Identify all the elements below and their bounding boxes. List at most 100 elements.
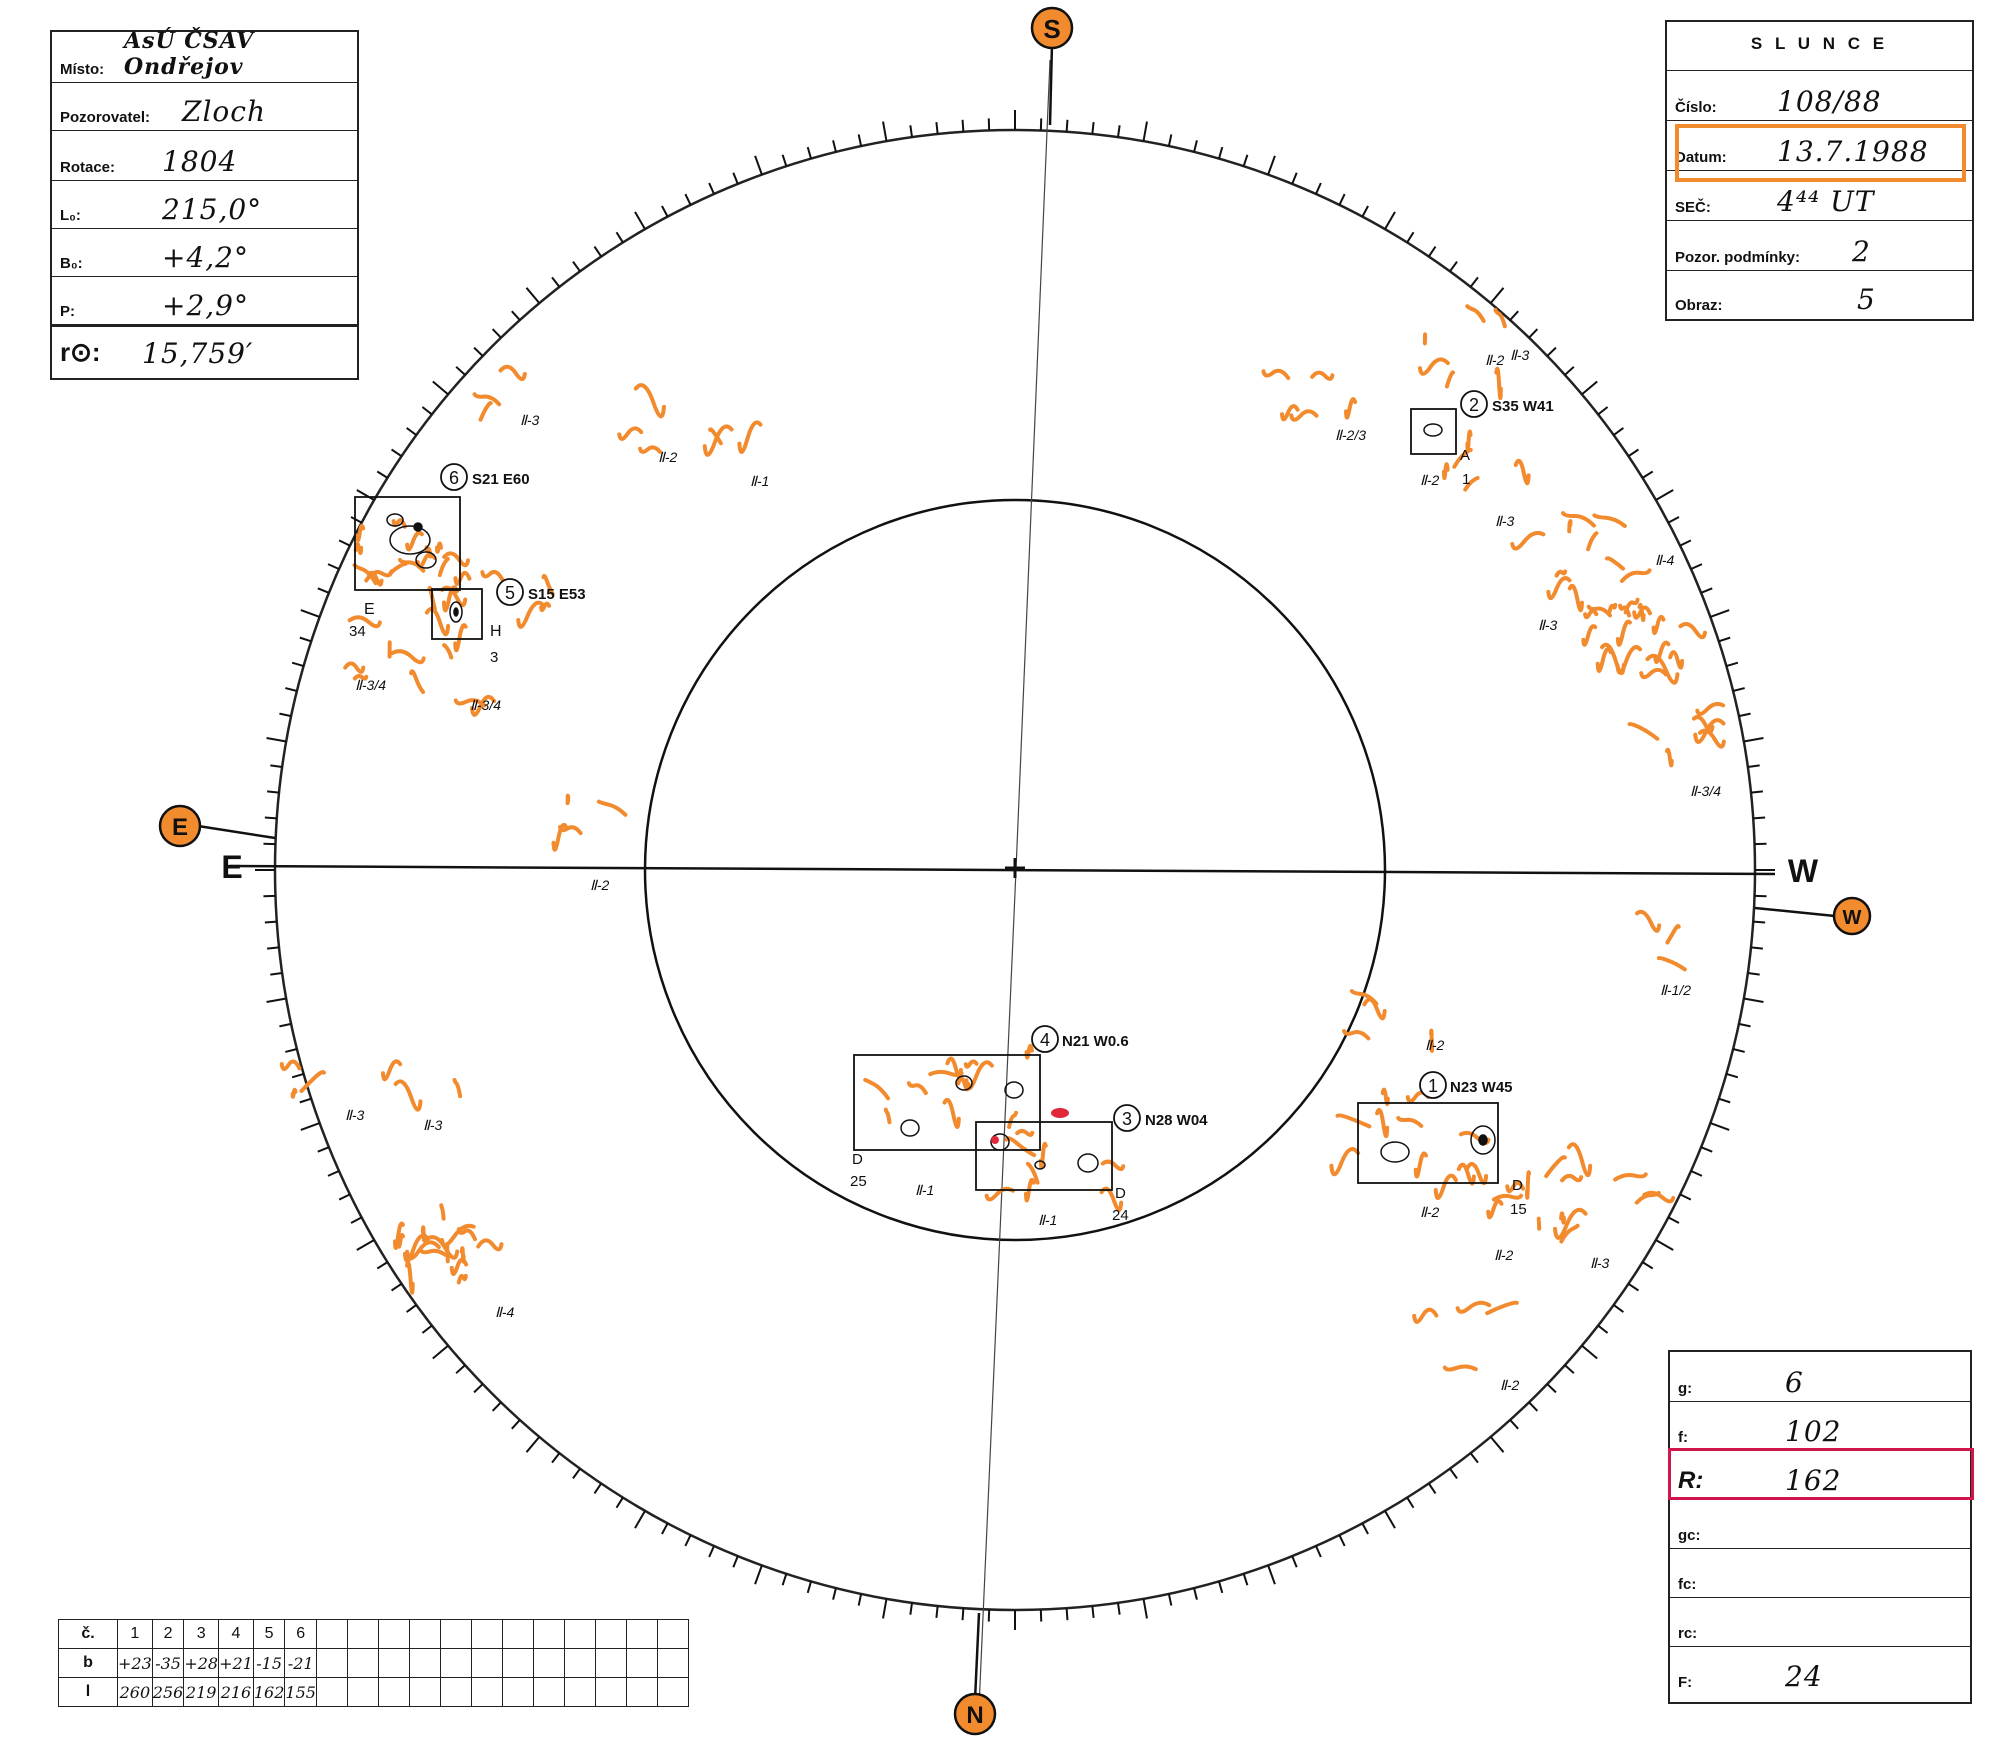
table-cell: +21 [218, 1648, 254, 1678]
facula-stroke [440, 585, 468, 608]
facula-label: Ⅱ-3 [423, 1117, 443, 1133]
limb-tick [356, 1239, 375, 1251]
limb-tick [1667, 516, 1680, 524]
info-label: Místo: [60, 61, 105, 78]
limb-tick [1489, 287, 1505, 304]
limb-tick [1291, 172, 1298, 185]
facula-label: Ⅱ-2 [1494, 1247, 1514, 1263]
facula-stroke [1691, 715, 1715, 734]
facula-stroke [945, 1056, 963, 1080]
facula-label: Ⅱ-2 [1500, 1377, 1520, 1393]
group-4-coords: N21 W0.6 [1062, 1033, 1129, 1050]
facula-stroke [478, 401, 493, 422]
table-cell: 5 [252, 1619, 286, 1649]
limb-tick [1167, 134, 1173, 147]
limb-tick [291, 661, 304, 667]
table-cell: +28 [183, 1648, 220, 1678]
info-value: 1804 [162, 145, 238, 178]
facula-stroke [565, 793, 571, 806]
limb-tick [1384, 1510, 1396, 1529]
limb-tick [264, 816, 277, 820]
table-empty-cell [532, 1619, 565, 1649]
limb-tick [1627, 1282, 1639, 1292]
count-row: F: 24 [1670, 1646, 1970, 1695]
facula-stroke [1546, 576, 1572, 601]
limb-tick [1750, 790, 1763, 794]
limb-tick [1732, 687, 1745, 692]
facula-stroke [1560, 1173, 1584, 1183]
facula-stroke [347, 615, 382, 629]
facula-stroke [1465, 1162, 1489, 1186]
limb-tick [270, 971, 283, 976]
east-badge: E [158, 804, 202, 848]
facula-stroke [1004, 1136, 1037, 1158]
ew-axis [229, 864, 1776, 876]
west-badge: W [1832, 896, 1872, 936]
facula-stroke [1429, 1028, 1435, 1053]
facula-stroke [516, 600, 545, 629]
table-cell: 4 [218, 1619, 254, 1649]
facula-stroke [1023, 1177, 1036, 1203]
facula-stroke [1417, 357, 1450, 376]
facula-stroke [435, 541, 443, 554]
facula-stroke [1664, 747, 1674, 768]
facula-stroke [1025, 1161, 1040, 1185]
limb-tick [338, 539, 351, 547]
facula-stroke [863, 1077, 891, 1101]
limb-tick [1406, 1497, 1415, 1509]
info-value: +2,9° [162, 289, 249, 322]
limb-tick [1613, 1304, 1624, 1313]
count-value: 24 [1785, 1660, 1823, 1693]
count-label: fc: [1678, 1576, 1697, 1593]
limb-tick [781, 154, 788, 167]
facula-stroke [984, 1186, 1015, 1202]
facula-stroke [702, 424, 734, 457]
limb-tick [350, 1216, 363, 1224]
facula-stroke [541, 573, 555, 596]
facula-stroke [1651, 614, 1666, 636]
facula-stroke [459, 1246, 466, 1264]
limb-tick [1564, 366, 1575, 376]
facula-label: Ⅱ-3 [1495, 513, 1515, 529]
north-pointer-line [973, 1612, 981, 1701]
table-empty-cell [408, 1648, 441, 1678]
facula-stroke [617, 426, 644, 441]
count-label: gc: [1678, 1527, 1701, 1544]
facula-stroke [1586, 604, 1612, 618]
count-value: 102 [1785, 1415, 1842, 1448]
limb-tick [1738, 712, 1751, 718]
table-cell: 260 [117, 1677, 153, 1707]
info-row: L₀: 215,0° [52, 180, 357, 229]
facula-stroke [963, 1059, 979, 1069]
facula-stroke [1559, 1211, 1566, 1225]
group-3-number: 3 [1122, 1109, 1132, 1129]
facula-stroke [1665, 924, 1681, 945]
group-1-class-bottom: 15 [1510, 1201, 1527, 1218]
west-pointer-line [1754, 906, 1836, 918]
info-value: 215,0° [162, 193, 263, 226]
limb-tick [754, 155, 763, 175]
limb-tick [882, 121, 888, 142]
limb-tick [551, 1452, 561, 1464]
facula-label: Ⅱ-2 [1420, 1204, 1440, 1220]
record-label: Číslo: [1675, 99, 1717, 116]
group-1-class-top: D [1512, 1177, 1523, 1194]
facula-stroke [1329, 1147, 1361, 1177]
table-empty-cell [470, 1648, 503, 1678]
facula-stroke [1566, 1142, 1593, 1178]
facula-stroke [737, 420, 763, 454]
table-empty-cell [656, 1619, 689, 1649]
limb-tick [1613, 427, 1624, 436]
limb-tick [1546, 346, 1557, 357]
facula-label: Ⅱ-2 [1425, 1037, 1445, 1053]
record-value: 4⁴⁴ UT [1777, 185, 1875, 218]
table-empty-cell [594, 1619, 627, 1649]
facula-stroke [708, 427, 723, 446]
limb-tick [525, 1436, 541, 1453]
facula-stroke [1433, 1173, 1458, 1200]
limb-tick [1718, 636, 1731, 643]
facula-stroke [1456, 1162, 1476, 1186]
facula-stroke [1442, 1364, 1478, 1372]
facula-stroke [405, 1240, 441, 1261]
red-spot [1051, 1108, 1069, 1118]
